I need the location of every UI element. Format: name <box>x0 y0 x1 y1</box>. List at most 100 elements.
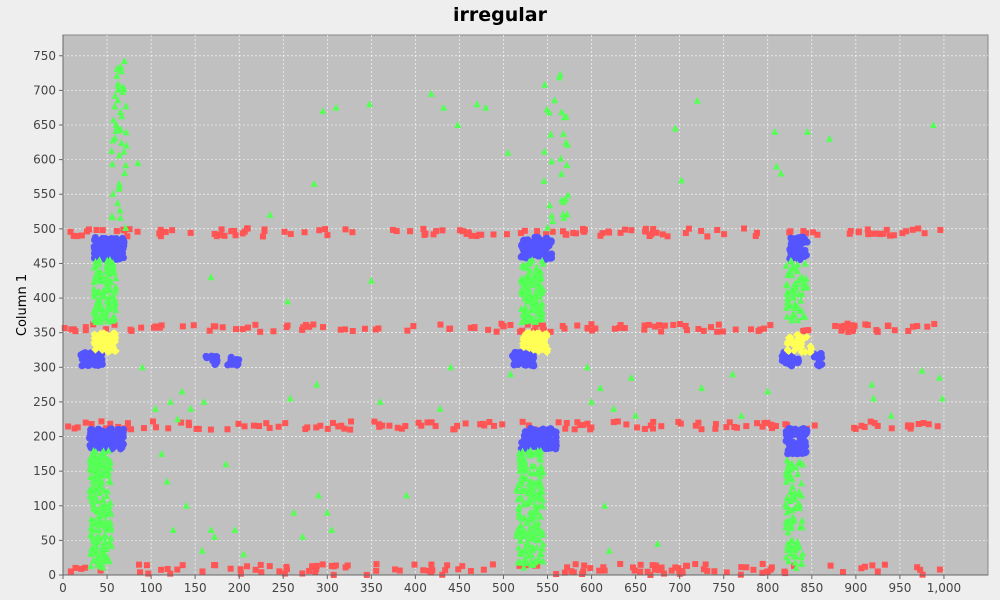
red-square-point <box>232 232 239 239</box>
red-square-point <box>684 562 691 569</box>
green-triangle-point <box>548 211 556 219</box>
green-triangle-point <box>783 508 791 516</box>
green-triangle-point <box>138 363 146 371</box>
red-square-point <box>410 323 417 330</box>
green-triangle-point <box>517 494 525 502</box>
x-tick-label: 950 <box>888 581 911 595</box>
red-square-point <box>415 419 422 426</box>
green-triangle-point <box>105 283 113 291</box>
red-square-point <box>462 420 469 427</box>
green-triangle-point <box>114 126 122 134</box>
red-square-point <box>660 570 667 577</box>
green-triangle-point <box>785 557 793 565</box>
blue-circle-point <box>118 427 126 435</box>
green-triangle-point <box>563 210 571 218</box>
red-square-point <box>532 324 539 331</box>
red-square-point <box>478 231 485 238</box>
red-square-point <box>732 326 739 333</box>
green-triangle-point <box>791 284 799 292</box>
red-square-point <box>637 561 644 568</box>
green-triangle-point <box>520 563 528 571</box>
red-square-point <box>185 419 192 426</box>
green-triangle-point <box>103 308 111 316</box>
yellow-diamond-point <box>797 348 806 357</box>
red-square-point <box>801 327 808 334</box>
red-square-point <box>759 569 766 576</box>
red-square-point <box>855 228 862 235</box>
red-square-point <box>82 327 89 334</box>
red-square-point <box>617 322 624 329</box>
red-square-point <box>113 228 120 235</box>
red-square-point <box>647 422 654 429</box>
green-triangle-point <box>782 477 790 485</box>
green-triangle-point <box>520 526 528 534</box>
x-tick-label: 400 <box>404 581 427 595</box>
red-square-point <box>156 324 163 331</box>
green-triangle-point <box>693 96 701 104</box>
yellow-diamond-point <box>534 334 543 343</box>
red-square-point <box>752 233 759 240</box>
red-square-point <box>584 420 591 427</box>
green-triangle-point <box>90 284 98 292</box>
green-triangle-point <box>119 87 127 95</box>
blue-circle-point <box>552 428 560 436</box>
red-square-point <box>467 567 474 574</box>
red-square-point <box>571 426 578 433</box>
red-square-point <box>540 322 547 329</box>
x-tick-label: 250 <box>272 581 295 595</box>
green-triangle-point <box>93 267 101 275</box>
green-triangle-point <box>403 491 411 499</box>
red-square-point <box>877 231 884 238</box>
red-square-point <box>266 424 273 431</box>
green-triangle-point <box>507 370 515 378</box>
red-square-point <box>562 425 569 432</box>
green-triangle-point <box>783 518 791 526</box>
red-square-point <box>921 230 928 237</box>
red-square-point <box>373 567 380 574</box>
green-triangle-point <box>540 147 548 155</box>
green-triangle-point <box>562 138 570 146</box>
yellow-diamond-point <box>783 338 792 347</box>
green-triangle-point <box>562 195 570 203</box>
red-square-point <box>73 233 80 240</box>
red-square-point <box>471 324 478 331</box>
green-triangle-point <box>528 461 536 469</box>
red-square-point <box>573 230 580 237</box>
blue-circle-point <box>813 361 821 369</box>
blue-circle-point <box>785 440 793 448</box>
green-triangle-point <box>116 108 124 116</box>
green-triangle-point <box>100 454 108 462</box>
x-tick-label: 50 <box>99 581 114 595</box>
red-square-point <box>411 561 418 568</box>
red-square-point <box>319 324 326 331</box>
green-triangle-point <box>107 277 115 285</box>
red-square-point <box>430 231 437 238</box>
red-square-point <box>617 229 624 236</box>
red-square-point <box>491 422 498 429</box>
red-square-point <box>652 323 659 330</box>
green-triangle-point <box>596 384 604 392</box>
green-triangle-point <box>116 206 124 214</box>
green-triangle-point <box>526 508 534 516</box>
green-triangle-point <box>794 540 802 548</box>
red-square-point <box>468 232 475 239</box>
green-triangle-point <box>96 299 104 307</box>
red-square-point <box>588 321 595 328</box>
green-triangle-point <box>111 102 119 110</box>
green-triangle-point <box>107 542 115 550</box>
blue-circle-point <box>537 240 545 248</box>
red-square-point <box>741 225 748 232</box>
blue-circle-point <box>517 349 525 357</box>
green-triangle-point <box>92 308 100 316</box>
blue-circle-point <box>531 427 539 435</box>
red-square-point <box>244 324 251 331</box>
blue-circle-point <box>227 353 235 361</box>
green-triangle-point <box>783 312 791 320</box>
red-square-point <box>874 568 881 575</box>
green-triangle-point <box>482 103 490 111</box>
y-tick-label: 150 <box>33 464 56 478</box>
red-square-point <box>179 323 186 330</box>
x-tick-label: 200 <box>228 581 251 595</box>
red-square-point <box>398 425 405 432</box>
green-triangle-point <box>536 527 544 535</box>
